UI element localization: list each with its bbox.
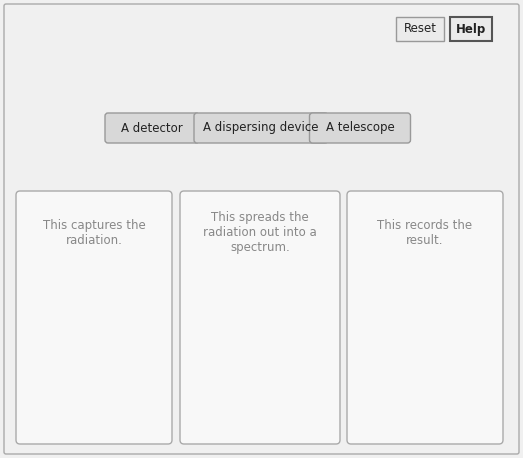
FancyBboxPatch shape (396, 17, 444, 41)
FancyBboxPatch shape (194, 113, 328, 143)
Text: Reset: Reset (404, 22, 437, 36)
Text: A telescope: A telescope (326, 121, 394, 135)
FancyBboxPatch shape (347, 191, 503, 444)
Text: This records the
result.: This records the result. (378, 219, 473, 247)
FancyBboxPatch shape (180, 191, 340, 444)
Text: Help: Help (456, 22, 486, 36)
FancyBboxPatch shape (105, 113, 199, 143)
FancyBboxPatch shape (4, 4, 519, 454)
Text: A dispersing device: A dispersing device (203, 121, 319, 135)
FancyBboxPatch shape (310, 113, 411, 143)
Text: A detector: A detector (121, 121, 183, 135)
FancyBboxPatch shape (450, 17, 492, 41)
Text: This captures the
radiation.: This captures the radiation. (43, 219, 145, 247)
FancyBboxPatch shape (16, 191, 172, 444)
Text: This spreads the
radiation out into a
spectrum.: This spreads the radiation out into a sp… (203, 212, 317, 255)
